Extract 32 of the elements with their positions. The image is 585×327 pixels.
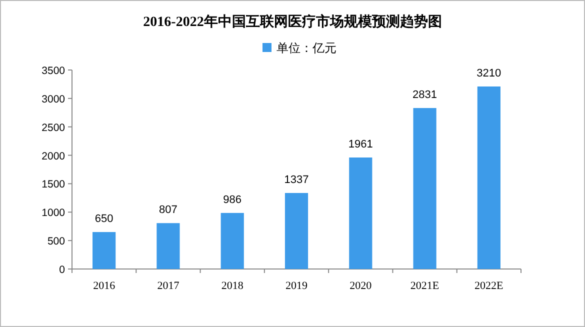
x-tick-label: 2019 (286, 280, 308, 292)
y-tick-label: 1500 (42, 178, 66, 191)
data-label: 986 (223, 194, 242, 206)
bar (477, 86, 500, 269)
y-tick-label: 3500 (42, 65, 66, 77)
data-label: 650 (94, 213, 114, 226)
chart-title: 2016-2022年中国互联网医疗市场规模预测趋势图 (143, 13, 442, 30)
x-tick-label: 2017 (157, 280, 180, 292)
bar (284, 192, 308, 269)
data-label: 1337 (284, 174, 309, 186)
y-tick-label: 500 (47, 236, 66, 248)
legend-label: 单位：亿元 (276, 41, 336, 55)
x-tick-label: 2022E (474, 280, 504, 292)
bar (413, 108, 436, 269)
y-tick-label: 2000 (42, 150, 66, 162)
x-tick-label: 2020 (350, 280, 372, 292)
y-tick-label: 0 (59, 264, 66, 276)
y-tick-label: 3000 (42, 93, 66, 106)
legend-item: 单位：亿元 (262, 41, 336, 55)
x-tick-label: 2018 (221, 280, 244, 292)
data-label: 1961 (348, 138, 373, 151)
bar (220, 212, 244, 269)
x-tick-label: 2016 (93, 280, 116, 292)
y-tick-label: 2500 (42, 122, 66, 134)
bar (156, 223, 180, 269)
bar (349, 158, 372, 269)
data-label: 3210 (476, 67, 502, 80)
x-tick-label: 2021E (410, 280, 440, 292)
y-tick-label: 1000 (42, 207, 66, 220)
bar (92, 232, 116, 269)
data-label: 807 (159, 204, 178, 216)
data-label: 2831 (412, 89, 438, 102)
